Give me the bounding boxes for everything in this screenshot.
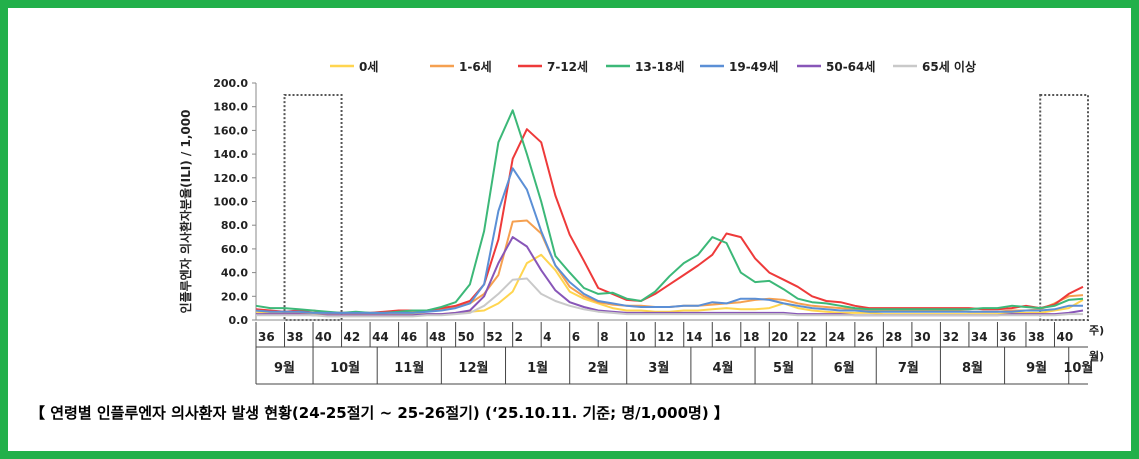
- week-tick-label: 16: [714, 330, 731, 344]
- month-unit-label: 월): [1089, 349, 1104, 363]
- highlight-box-0: [283, 94, 343, 321]
- series-line-3: [255, 109, 1084, 314]
- week-tick-label: 20: [771, 330, 788, 344]
- chart-caption: 【 연령별 인플루엔자 의사환자 발생 현황(24-25절기 ~ 25-26절기…: [30, 404, 729, 422]
- week-tick-label: 2: [515, 330, 523, 344]
- y-tick-label: 100.0: [213, 196, 248, 209]
- legend-label: 13-18세: [635, 59, 684, 74]
- week-tick-label: 40: [1056, 330, 1073, 344]
- month-label: 12월: [458, 360, 488, 376]
- week-tick-label: 24: [828, 330, 845, 344]
- series-line-1: [255, 219, 1084, 314]
- week-tick-label: 38: [287, 330, 304, 344]
- week-tick-label: 34: [971, 330, 988, 344]
- y-axis-title: 인플루엔자 의사환자분율(ILI) / 1,000: [178, 110, 193, 314]
- month-label: 1월: [527, 360, 548, 376]
- month-label: 5월: [773, 360, 794, 376]
- y-tick-label: 60.0: [221, 243, 248, 256]
- week-tick-label: 22: [800, 330, 817, 344]
- month-label: 11월: [394, 360, 424, 376]
- month-label: 2월: [588, 360, 609, 376]
- week-tick-label: 44: [372, 330, 389, 344]
- y-tick-label: 40.0: [221, 267, 248, 280]
- week-tick-label: 38: [1028, 330, 1045, 344]
- week-tick-label: 18: [743, 330, 760, 344]
- week-tick-label: 14: [686, 330, 703, 344]
- month-label: 4월: [712, 360, 733, 376]
- week-tick-label: 40: [315, 330, 332, 344]
- month-label: 3월: [648, 360, 669, 376]
- week-tick-label: 6: [572, 330, 580, 344]
- week-tick-label: 52: [486, 330, 503, 344]
- week-tick-label: 46: [401, 330, 418, 344]
- series-line-0: [255, 253, 1084, 317]
- week-tick-label: 26: [857, 330, 874, 344]
- week-tick-label: 30: [914, 330, 931, 344]
- highlight-box-1: [1039, 94, 1089, 321]
- week-tick-label: 36: [999, 330, 1016, 344]
- legend-label: 1-6세: [459, 59, 492, 74]
- week-tick-label: 50: [458, 330, 475, 344]
- week-tick-label: 8: [600, 330, 608, 344]
- legend-label: 0세: [359, 59, 378, 74]
- week-tick-label: 42: [344, 330, 361, 344]
- y-tick-label: 160.0: [213, 124, 248, 137]
- y-tick-label: 180.0: [213, 101, 248, 114]
- legend-label: 19-49세: [729, 59, 778, 74]
- month-label: 8월: [962, 360, 983, 376]
- legend-label: 7-12세: [547, 59, 588, 74]
- y-tick-label: 120.0: [213, 172, 248, 185]
- week-tick-label: 32: [942, 330, 959, 344]
- y-tick-label: 20.0: [221, 290, 248, 303]
- legend-label: 50-64세: [826, 59, 875, 74]
- week-tick-label: 4: [543, 330, 551, 344]
- week-tick-label: 28: [885, 330, 902, 344]
- month-label: 9월: [1026, 360, 1047, 376]
- series-line-2: [255, 128, 1084, 314]
- month-label: 10월: [1063, 360, 1093, 376]
- y-tick-label: 0.0: [229, 314, 249, 327]
- month-label: 7월: [898, 360, 919, 376]
- week-tick-label: 10: [629, 330, 646, 344]
- y-tick-label: 140.0: [213, 148, 248, 161]
- week-unit-label: 주): [1089, 324, 1104, 337]
- series-line-6: [256, 277, 1083, 318]
- y-tick-label: 80.0: [221, 219, 248, 232]
- series-line-4: [255, 167, 1083, 314]
- week-tick-label: 36: [258, 330, 275, 344]
- week-tick-label: 12: [657, 330, 674, 344]
- month-label: 9월: [274, 360, 295, 376]
- month-label: 10월: [330, 360, 360, 376]
- legend-label: 65세 이상: [922, 59, 976, 74]
- y-tick-label: 200.0: [213, 77, 248, 90]
- week-tick-label: 48: [429, 330, 446, 344]
- month-label: 6월: [834, 360, 855, 376]
